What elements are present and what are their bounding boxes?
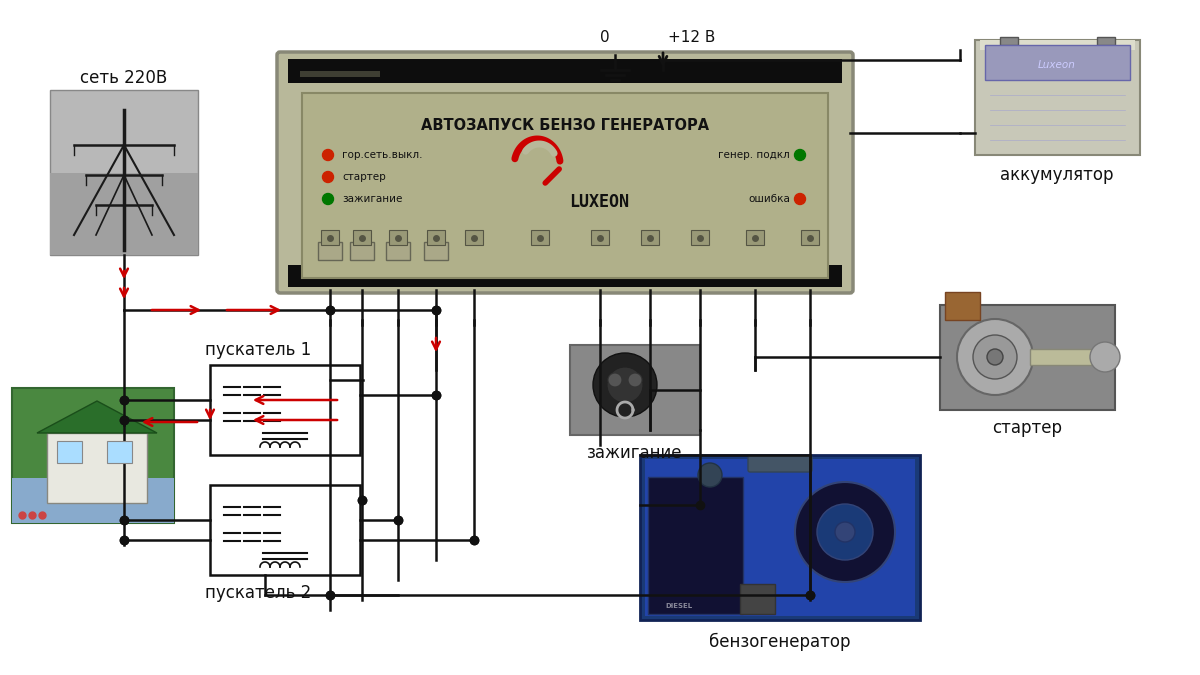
Circle shape xyxy=(593,353,658,417)
Text: стартер: стартер xyxy=(992,419,1062,437)
Circle shape xyxy=(973,335,1018,379)
Circle shape xyxy=(796,482,895,582)
Circle shape xyxy=(986,349,1003,365)
Bar xyxy=(1000,37,1018,45)
Bar xyxy=(646,459,916,616)
Bar xyxy=(648,477,743,614)
Bar xyxy=(946,292,980,320)
Bar xyxy=(980,40,1135,50)
Bar xyxy=(302,93,828,278)
Text: зажигание: зажигание xyxy=(587,444,683,462)
Text: LUXEON: LUXEON xyxy=(569,193,629,211)
Circle shape xyxy=(1090,342,1120,372)
Circle shape xyxy=(835,522,854,542)
Bar xyxy=(322,230,340,245)
Bar xyxy=(288,265,842,287)
Text: стартер: стартер xyxy=(342,172,385,182)
Text: сеть 220В: сеть 220В xyxy=(80,69,168,87)
Text: аккумулятор: аккумулятор xyxy=(1001,166,1114,184)
Text: Luxeon: Luxeon xyxy=(1038,60,1076,70)
Bar xyxy=(802,230,818,245)
Circle shape xyxy=(323,171,334,182)
Text: пускатель 2: пускатель 2 xyxy=(205,584,311,602)
Bar xyxy=(288,59,842,83)
Bar xyxy=(427,230,445,245)
Circle shape xyxy=(608,373,622,387)
Circle shape xyxy=(698,463,722,487)
Bar xyxy=(50,173,198,255)
Bar xyxy=(985,45,1130,80)
Bar xyxy=(940,305,1115,410)
Bar xyxy=(746,230,764,245)
Bar xyxy=(210,365,360,455)
Text: +12 В: +12 В xyxy=(668,30,715,45)
FancyBboxPatch shape xyxy=(277,52,853,293)
Bar xyxy=(424,242,448,260)
Text: бензогенератор: бензогенератор xyxy=(709,633,851,651)
Bar xyxy=(1097,37,1115,45)
Bar xyxy=(58,441,82,463)
Bar xyxy=(210,485,360,575)
FancyBboxPatch shape xyxy=(748,456,812,472)
Text: гор.сеть.выкл.: гор.сеть.выкл. xyxy=(342,150,422,160)
Text: АВТОЗАПУСК БЕНЗО ГЕНЕРАТОРА: АВТОЗАПУСК БЕНЗО ГЕНЕРАТОРА xyxy=(421,117,709,132)
Text: генер. подкл: генер. подкл xyxy=(719,150,790,160)
Bar xyxy=(353,230,371,245)
Circle shape xyxy=(628,373,642,387)
Bar xyxy=(389,230,407,245)
Circle shape xyxy=(323,194,334,205)
Bar xyxy=(691,230,709,245)
Circle shape xyxy=(958,319,1033,395)
Bar xyxy=(386,242,410,260)
Circle shape xyxy=(323,149,334,161)
Text: 0: 0 xyxy=(600,30,610,45)
Polygon shape xyxy=(37,401,157,433)
Circle shape xyxy=(794,149,805,161)
Bar xyxy=(592,230,610,245)
Bar xyxy=(350,242,374,260)
Bar xyxy=(318,242,342,260)
Bar xyxy=(640,455,920,620)
Bar xyxy=(466,230,482,245)
Bar xyxy=(12,478,174,523)
Bar xyxy=(740,584,775,614)
Bar xyxy=(641,230,659,245)
Circle shape xyxy=(607,367,643,403)
Bar xyxy=(50,90,198,255)
Circle shape xyxy=(817,504,874,560)
Text: зажигание: зажигание xyxy=(342,194,402,204)
Bar xyxy=(1030,349,1100,365)
Bar xyxy=(47,433,148,503)
Bar xyxy=(12,388,174,523)
Text: ошибка: ошибка xyxy=(748,194,790,204)
Text: пускатель 1: пускатель 1 xyxy=(205,341,311,359)
Bar xyxy=(530,230,550,245)
Bar xyxy=(300,71,380,77)
Text: DIESEL: DIESEL xyxy=(665,603,692,609)
Bar xyxy=(107,441,132,463)
Bar xyxy=(570,345,700,435)
Circle shape xyxy=(794,194,805,205)
Bar xyxy=(974,40,1140,155)
